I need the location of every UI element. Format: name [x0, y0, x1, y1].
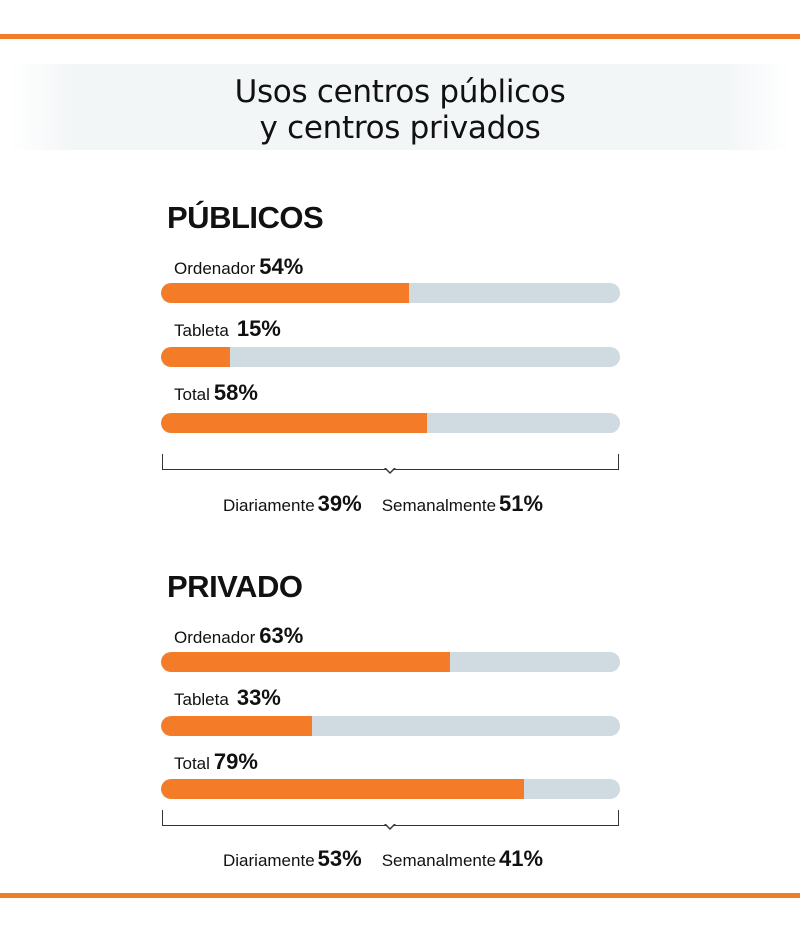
category-label: Ordenador: [174, 259, 256, 278]
breakdown-value-diariamente: 53%: [317, 846, 362, 871]
breakdown-labels: Diariamente 53% Semanalmente 41%: [223, 847, 543, 873]
breakdown-labels: Diariamente 39% Semanalmente 51%: [223, 492, 543, 518]
breakdown-label-semanalmente: Semanalmente: [381, 851, 497, 870]
bar-fill-publicos-total: [161, 413, 427, 433]
breakdown-label-diariamente: Diariamente: [223, 496, 315, 515]
section-title: PÚBLICOS: [167, 200, 324, 235]
category-label: Total: [174, 754, 210, 773]
data-label: 63%: [259, 623, 304, 648]
chart-title-line-1: Usos centros públicos: [234, 74, 566, 110]
breakdown-value-semanalmente: 51%: [499, 491, 544, 516]
data-label: 54%: [259, 254, 304, 279]
bar-track: [161, 716, 620, 736]
bar-track: [161, 283, 620, 303]
category-label: Total: [174, 385, 210, 404]
bar-label-ordenador: Ordenador 54%: [174, 256, 303, 280]
data-label: 33%: [236, 685, 281, 710]
bar-fill-publicos-ordenador: [161, 283, 409, 303]
section-title: PRIVADO: [167, 569, 303, 604]
bar-fill-publicos-tableta: [161, 347, 230, 367]
bar-fill-privado-ordenador: [161, 652, 450, 672]
chart-title: Usos centros públicos y centros privados: [0, 74, 800, 146]
chart-title-line-2: y centros privados: [259, 110, 541, 146]
breakdown-label-semanalmente: Semanalmente: [381, 496, 497, 515]
bar-label-total: Total 58%: [174, 382, 258, 406]
bar-fill-privado-tableta: [161, 716, 312, 736]
bar-track: [161, 779, 620, 799]
category-label: Tableta: [174, 690, 229, 709]
bar-label-tableta: Tableta 15%: [174, 318, 281, 342]
bottom-accent-rule: [0, 893, 800, 898]
data-label: 15%: [236, 316, 281, 341]
breakdown-label-diariamente: Diariamente: [223, 851, 315, 870]
breakdown-bracket: [162, 810, 619, 830]
bracket-pointer-icon: [384, 467, 396, 474]
category-label: Tableta: [174, 321, 229, 340]
breakdown-value-diariamente: 39%: [317, 491, 362, 516]
bracket-pointer-icon: [384, 823, 396, 830]
bar-label-ordenador: Ordenador 63%: [174, 625, 303, 649]
data-label: 58%: [213, 380, 258, 405]
title-band: [10, 64, 790, 150]
bar-label-total: Total 79%: [174, 751, 258, 775]
category-label: Ordenador: [174, 628, 256, 647]
bar-fill-privado-total: [161, 779, 524, 799]
top-accent-rule: [0, 34, 800, 39]
bar-track: [161, 413, 620, 433]
breakdown-value-semanalmente: 41%: [499, 846, 544, 871]
data-label: 79%: [213, 749, 258, 774]
bar-track: [161, 652, 620, 672]
breakdown-bracket: [162, 454, 619, 474]
bar-track: [161, 347, 620, 367]
bar-label-tableta: Tableta 33%: [174, 687, 281, 711]
